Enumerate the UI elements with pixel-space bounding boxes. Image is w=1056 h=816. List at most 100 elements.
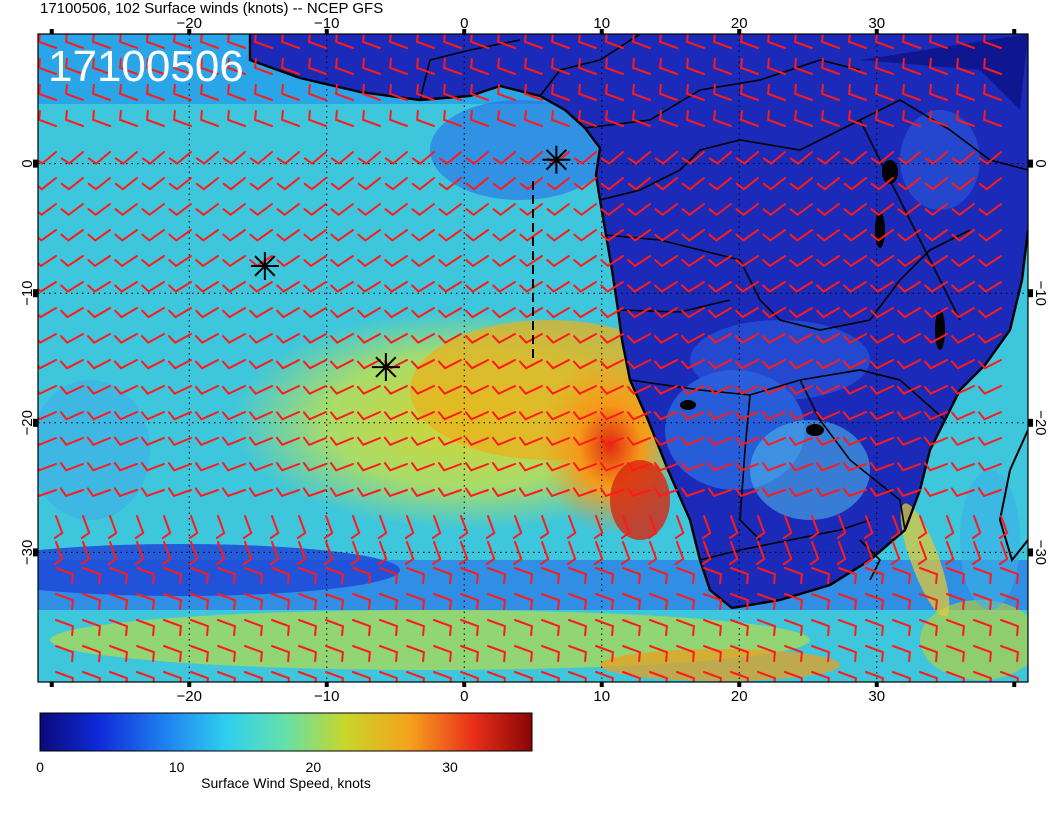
wind-barb [302, 462, 327, 472]
left-lat-label: 0 [19, 159, 36, 167]
wind-barb [568, 593, 587, 611]
wind-barb [707, 385, 732, 395]
wind-barb [384, 333, 408, 344]
wind-barb [136, 619, 155, 637]
wind-barb [951, 203, 975, 217]
wind-barb [816, 177, 840, 191]
wind-barb [809, 541, 820, 566]
wind-barb [271, 619, 290, 637]
lon-tick [49, 29, 54, 34]
wind-barb [708, 255, 732, 268]
wind-barb [632, 83, 651, 101]
wind-barb [377, 515, 388, 540]
wind-barb [275, 487, 300, 498]
wind-barb [923, 436, 948, 447]
wind-barb [734, 411, 759, 421]
wind-barb [782, 541, 793, 566]
wind-barb [308, 57, 327, 75]
wind-barb [789, 281, 813, 293]
wind-barb [794, 57, 813, 75]
wind-barb [518, 385, 543, 395]
wind-barb [595, 567, 614, 585]
wind-barb [109, 593, 128, 611]
wind-barb [55, 593, 74, 611]
left-lat-label: −30 [19, 540, 36, 565]
wind-barb [244, 671, 263, 682]
wind-barb [605, 109, 624, 127]
wind-barb [869, 411, 894, 421]
wind-barb [195, 229, 219, 242]
wind-barb [308, 109, 327, 127]
wind-barb [870, 281, 894, 293]
wind-barb [573, 177, 597, 191]
wind-barb [892, 593, 911, 611]
wind-barb [897, 177, 921, 191]
wind-barb [276, 203, 300, 217]
wind-barb [485, 515, 496, 540]
wind-barb [173, 83, 192, 101]
wind-barb [330, 151, 354, 165]
wind-barb [464, 385, 489, 395]
wind-barb [485, 541, 496, 566]
wind-barb [545, 487, 570, 498]
wind-barb [627, 307, 651, 319]
wind-barb [761, 359, 786, 370]
wind-barb [379, 619, 398, 637]
asterisk-marker [371, 353, 400, 382]
wind-barb [195, 281, 219, 293]
wind-barb [917, 541, 928, 566]
wind-barb [998, 515, 1009, 540]
wind-barb [654, 281, 678, 293]
wind-barb [600, 177, 624, 191]
wind-barb [761, 462, 786, 472]
wind-barb [734, 385, 759, 395]
lat-tick [33, 548, 38, 557]
wind-barb [491, 411, 516, 421]
wind-barb [379, 567, 398, 585]
wind-barb [870, 151, 894, 165]
wind-barb [735, 255, 759, 268]
wind-barb [167, 385, 192, 395]
wind-barb [653, 359, 678, 370]
wind-barb [762, 281, 786, 293]
wind-barb [323, 515, 334, 540]
wind-barb [951, 281, 975, 293]
wind-barb [357, 255, 381, 268]
wind-barb [676, 567, 695, 585]
wind-barb [492, 177, 516, 191]
wind-barb [541, 645, 560, 663]
wind-barb [335, 34, 354, 49]
wind-barb [869, 436, 894, 447]
wind-barb [622, 567, 641, 585]
wind-barb [578, 34, 597, 49]
wind-barb [275, 411, 300, 421]
wind-barb [654, 307, 678, 319]
wind-barb [82, 645, 101, 663]
wind-barb [902, 57, 921, 75]
wind-barb [460, 593, 479, 611]
wind-barb [275, 462, 300, 472]
wind-barb [519, 203, 543, 217]
wind-barb [816, 307, 840, 319]
wind-barb [890, 515, 901, 540]
wind-barb [411, 151, 435, 165]
wind-barb [492, 307, 516, 319]
wind-barb [998, 541, 1009, 566]
wind-barb [323, 541, 334, 566]
wind-barb [38, 333, 57, 344]
wind-barb [924, 151, 948, 165]
wind-barb [654, 255, 678, 268]
wind-barb [119, 109, 138, 127]
wind-barb [60, 229, 84, 242]
wind-barb [519, 333, 543, 344]
wind-barb [956, 34, 975, 49]
wind-barb [411, 255, 435, 268]
wind-barb [551, 83, 570, 101]
wind-barb [983, 83, 1002, 101]
wind-barb [329, 359, 354, 370]
wind-barb [302, 487, 327, 498]
wind-barb [384, 177, 408, 191]
wind-barb [383, 411, 408, 421]
wind-barb [330, 307, 354, 319]
wind-barb [627, 333, 651, 344]
